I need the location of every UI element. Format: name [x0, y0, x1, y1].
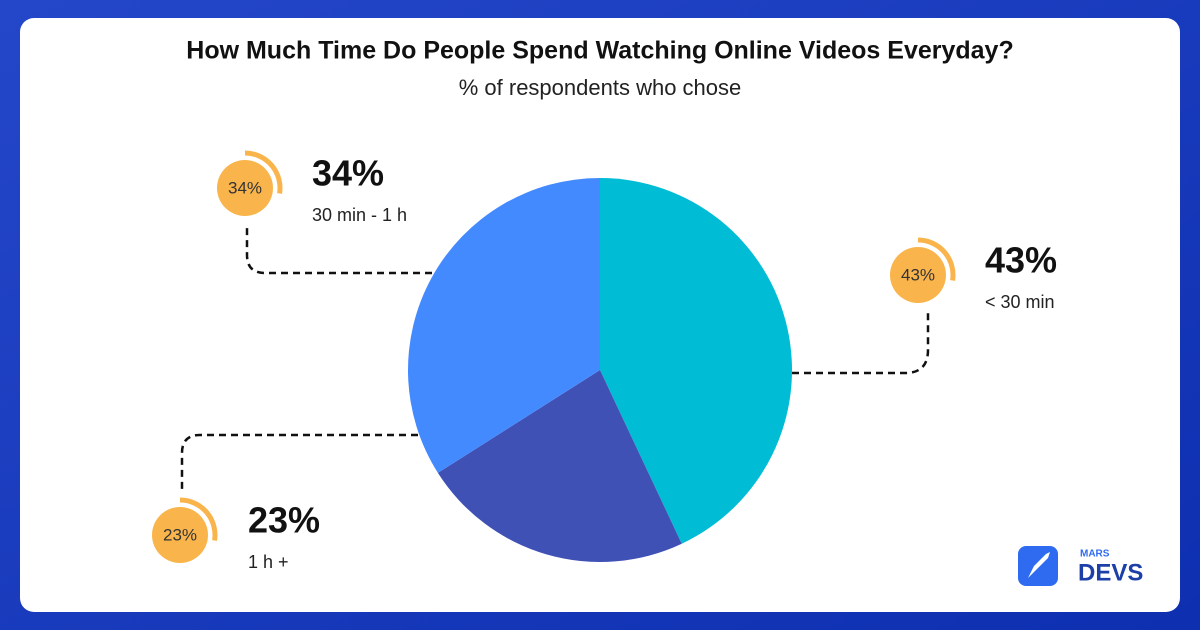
badge-label: 23% [163, 525, 197, 544]
connector [792, 312, 930, 375]
chart-title: How Much Time Do People Spend Watching O… [186, 37, 1013, 65]
logo-large: DEVS [1078, 559, 1143, 586]
category-label: 30 min - 1 h [312, 205, 407, 225]
badge [152, 507, 208, 563]
pie-slice [408, 178, 600, 473]
value-label: 43% [985, 240, 1057, 281]
badge-label: 43% [901, 265, 935, 284]
connector [180, 433, 418, 490]
category-label: 1 h + [248, 552, 289, 572]
chart-subtitle: % of respondents who chose [459, 75, 742, 100]
value-label: 23% [248, 500, 320, 541]
logo: MARS DEVS [1018, 546, 1143, 586]
badge-ring [179, 497, 218, 541]
category-label: < 30 min [985, 292, 1055, 312]
badge [890, 247, 946, 303]
badge [217, 160, 273, 216]
badge-ring [917, 237, 956, 281]
pie-slice [600, 178, 792, 544]
pie-slice [437, 370, 682, 563]
connector [245, 228, 432, 275]
badge-ring [244, 150, 283, 194]
badge-label: 34% [228, 178, 262, 197]
logo-small: MARS [1080, 549, 1110, 560]
value-label: 34% [312, 153, 384, 194]
logo-rocket [1028, 552, 1050, 578]
